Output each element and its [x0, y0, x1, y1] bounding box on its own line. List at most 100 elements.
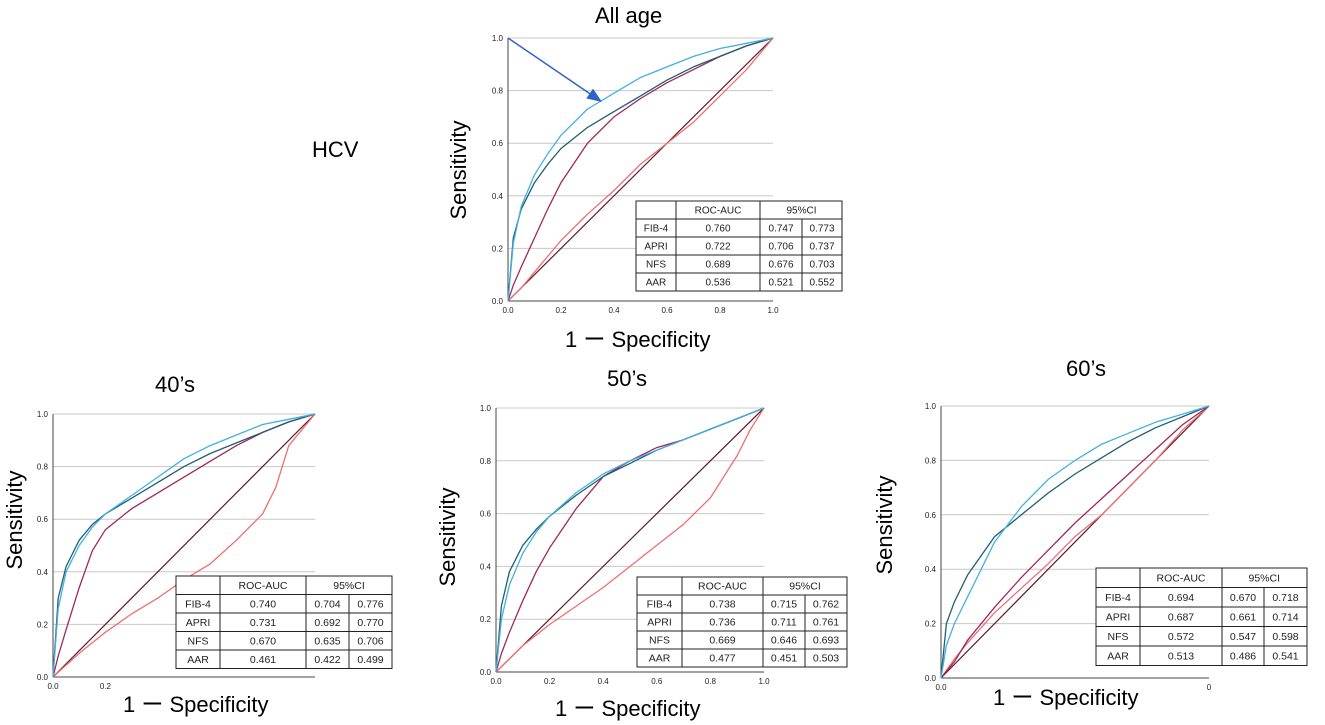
- y-tick-label: 1.0: [925, 402, 937, 411]
- row-label-hcv: HCV: [312, 137, 359, 162]
- y-tick-label: 0.8: [925, 456, 937, 465]
- x-tick-label: 0.4: [598, 677, 610, 686]
- series-line-fib4: [940, 405, 1210, 679]
- table-cell: 0.761: [813, 617, 839, 629]
- table-cell: 0.706: [768, 242, 793, 253]
- y-tick-label: 1.0: [480, 404, 492, 413]
- x-axis-label: 1 ー Specificity: [123, 692, 269, 717]
- series-line-aar: [940, 405, 1210, 679]
- x-tick-label: 0.2: [100, 682, 112, 691]
- table-cell: NFS: [1108, 631, 1129, 643]
- table-cell: 0.706: [357, 635, 383, 647]
- table-header-cell: 95%CI: [789, 581, 821, 593]
- table-cell: APRI: [644, 242, 667, 253]
- table-cell: 0.773: [809, 224, 834, 235]
- table-frame: [1095, 567, 1308, 666]
- table-frame: [636, 576, 848, 668]
- y-tick-label: 0.0: [925, 674, 937, 683]
- table-cell: 0.670: [1230, 592, 1256, 604]
- y-tick-label: 0.0: [492, 297, 504, 306]
- table-cell: 0.521: [768, 278, 793, 289]
- y-tick-label: 0.2: [925, 620, 937, 629]
- table-cell: 0.635: [314, 635, 340, 647]
- table-cell: 0.703: [809, 260, 834, 271]
- table-cell: 0.736: [709, 617, 735, 629]
- y-tick-label: 0.8: [480, 457, 492, 466]
- chart-title: 40’s: [155, 372, 195, 397]
- y-tick-label: 0.4: [492, 192, 504, 201]
- y-axis-label: Sensitivity: [2, 470, 27, 569]
- table-cell: 0.770: [357, 617, 383, 629]
- roc-panel: 40’s 0.0 0.2 0.4 0.6 0.8 1.0 0.0 0.2 1 ー Specific…: [2, 372, 393, 717]
- y-tick-label: 0.6: [480, 510, 492, 519]
- x-tick-label: 0.6: [651, 677, 663, 686]
- x-tick-label: 1.0: [758, 677, 770, 686]
- table-cell: 0.572: [1168, 631, 1194, 643]
- series-line-fib4: [507, 37, 774, 302]
- auc-table: ROC-AUC 95%CI FIB-4 0.694 0.670 0.718 APRI 0.68…: [1095, 567, 1308, 666]
- table-cell: 0.422: [314, 654, 340, 666]
- reference-diagonal: [495, 407, 765, 673]
- series-line-nfs: [940, 405, 1210, 679]
- y-tick-label: 0.8: [37, 463, 49, 472]
- table-frame: [175, 575, 393, 669]
- table-header-cell: ROC-AUC: [695, 206, 742, 217]
- table-header-cell: 95%CI: [1248, 573, 1280, 585]
- table-cell: 0.740: [250, 598, 276, 610]
- y-tick-label: 0.4: [925, 565, 937, 574]
- table-cell: 0.704: [314, 598, 340, 610]
- y-tick-label: 0.4: [37, 568, 49, 577]
- series-line-apri: [940, 405, 1210, 679]
- x-tick-label: 0.0: [490, 677, 502, 686]
- table-cell: 0.477: [709, 653, 735, 665]
- y-tick-label: 1.0: [492, 34, 504, 43]
- y-tick-label: 0.2: [492, 244, 504, 253]
- table-cell: 0.694: [1168, 592, 1194, 604]
- table-cell: 0.722: [705, 242, 730, 253]
- table-cell: 0.692: [314, 617, 340, 629]
- table-cell: APRI: [186, 617, 211, 629]
- roc-panel: All age 0.0 0.2 0.4 0.6 0.8 1.0 0.0 0.2 0.4 0.6 0.8…: [446, 3, 843, 352]
- x-tick-label: 0.2: [544, 677, 556, 686]
- series-line-aar: [52, 413, 316, 678]
- table-cell: NFS: [649, 635, 670, 647]
- table-header-cell: ROC-AUC: [1157, 573, 1206, 585]
- table-cell: APRI: [1106, 612, 1131, 624]
- x-tick-label: 0.6: [661, 306, 673, 315]
- table-cell: 0.670: [250, 635, 276, 647]
- table-cell: 0.646: [771, 635, 797, 647]
- x-axis-label: 1 ー Specificity: [993, 685, 1139, 710]
- table-header-cell: ROC-AUC: [698, 581, 747, 593]
- table-cell: 0.714: [1272, 612, 1298, 624]
- table-cell: 0.747: [768, 224, 793, 235]
- table-cell: 0.738: [709, 599, 735, 611]
- table-cell: NFS: [646, 260, 666, 271]
- table-cell: 0.661: [1230, 612, 1256, 624]
- auc-table: ROC-AUC 95%CI FIB-4 0.760 0.747 0.773 APRI 0.72…: [635, 200, 843, 292]
- y-tick-label: 0.6: [492, 139, 504, 148]
- series-line-apri: [495, 407, 765, 673]
- annotation-arrow: [507, 37, 602, 102]
- y-axis-label: Sensitivity: [446, 120, 471, 219]
- x-tick-label: 0: [1207, 683, 1212, 692]
- reference-diagonal: [52, 413, 316, 678]
- table-cell: 0.760: [705, 224, 730, 235]
- table-header-cell: 95%CI: [333, 580, 365, 592]
- table-cell: 0.689: [705, 260, 730, 271]
- chart-title: 50’s: [607, 366, 647, 391]
- table-cell: FIB-4: [644, 224, 669, 235]
- y-tick-label: 0.6: [925, 511, 937, 520]
- table-cell: NFS: [188, 635, 209, 647]
- table-cell: 0.676: [768, 260, 793, 271]
- table-cell: 0.687: [1168, 612, 1194, 624]
- chart-title: All age: [595, 3, 662, 28]
- table-cell: 0.711: [771, 617, 797, 629]
- roc-panel: 60’s 0.0 0.2 0.4 0.6 0.8 1.0 0.0 0 1 ー Specificit…: [872, 356, 1308, 710]
- y-axis-label: Sensitivity: [435, 487, 460, 586]
- table-cell: 0.598: [1272, 631, 1298, 643]
- series-line-aar: [495, 407, 765, 673]
- series-line-aar: [507, 37, 774, 302]
- table-cell: 0.718: [1272, 592, 1298, 604]
- x-tick-label: 0.4: [608, 306, 620, 315]
